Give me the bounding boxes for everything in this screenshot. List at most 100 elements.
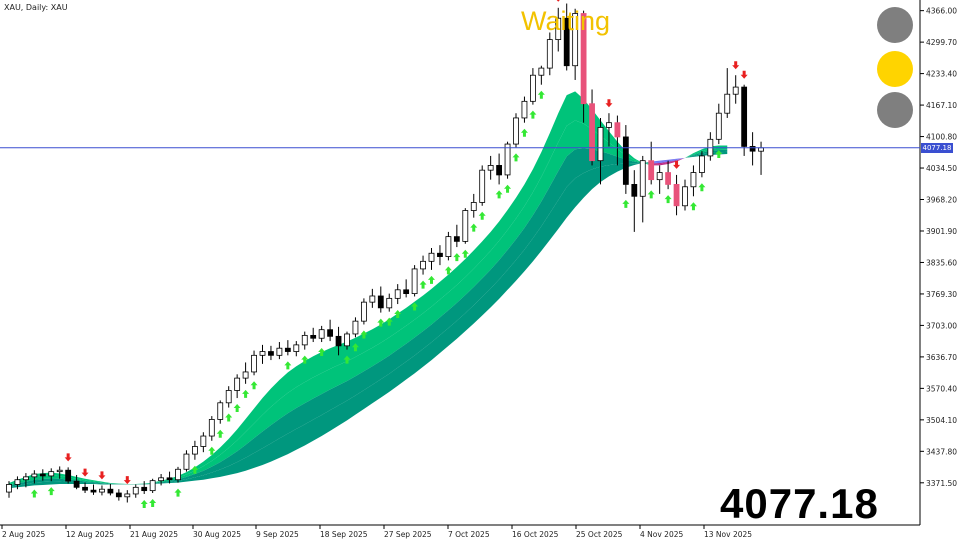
ribbon-band: [651, 157, 685, 163]
candle: [369, 288, 376, 308]
candle-body: [741, 86, 748, 147]
candle: [555, 7, 562, 52]
candle: [217, 400, 224, 424]
buy-arrow: [512, 153, 520, 162]
buy-arrow: [233, 404, 241, 413]
buy-arrow: [343, 355, 351, 364]
candle: [335, 326, 342, 356]
candle-body: [437, 252, 443, 257]
buy-arrow: [216, 429, 224, 438]
candle: [73, 474, 80, 490]
candle: [420, 255, 426, 275]
candle-body: [682, 186, 688, 207]
candle: [344, 331, 350, 350]
candle-body: [208, 419, 215, 437]
y-tick-label: 3371.50: [926, 479, 957, 488]
x-tick-label: 4 Nov 2025: [640, 530, 683, 539]
status-light-bottom: [877, 92, 913, 128]
candle-body: [597, 127, 604, 162]
candle: [462, 208, 469, 244]
buy-arrow: [647, 190, 655, 199]
sell-arrow: [740, 70, 748, 79]
buy-arrow: [191, 465, 199, 474]
x-tick-label: 9 Sep 2025: [256, 530, 299, 539]
candle: [149, 478, 156, 494]
candle-body: [259, 351, 266, 356]
candle-body: [715, 112, 722, 140]
y-tick-label: 3570.40: [926, 384, 957, 393]
buy-arrow: [622, 199, 630, 208]
candle-body: [301, 334, 308, 346]
candle: [597, 117, 604, 185]
candle-body: [546, 39, 553, 69]
ribbon-band: [685, 147, 728, 158]
candle: [682, 179, 688, 211]
candle: [699, 151, 705, 178]
buy-arrow: [351, 343, 359, 352]
candle-body: [614, 122, 621, 138]
candle: [166, 471, 173, 484]
candle: [580, 10, 587, 123]
x-axis: 2 Aug 2025 12 Aug 2025 21 Aug 2025 30 Aug 2…: [1, 525, 752, 539]
candle-body: [268, 351, 274, 356]
candle: [715, 103, 722, 145]
buy-arrow: [504, 184, 512, 193]
y-tick-label: 4233.40: [926, 70, 957, 79]
ribbon-band: [651, 157, 685, 164]
x-tick-label: 21 Aug 2025: [130, 530, 178, 539]
candle-body: [403, 289, 410, 295]
y-tick-label: 3636.70: [926, 353, 957, 362]
buy-arrow: [495, 190, 503, 199]
buy-arrow: [318, 348, 326, 357]
status-light-middle: [877, 51, 913, 87]
buy-arrow: [140, 499, 148, 508]
candle: [394, 284, 401, 305]
candle-body: [327, 329, 334, 337]
candle: [234, 374, 241, 399]
current-price-tag: 4077.18: [921, 142, 953, 153]
candle: [65, 467, 72, 484]
buy-arrow: [377, 318, 385, 327]
candle-body: [318, 329, 325, 339]
y-tick-label: 3437.80: [926, 447, 957, 456]
buy-arrow: [360, 330, 368, 339]
candle-body: [115, 492, 122, 498]
candle-body: [124, 493, 131, 498]
candle: [741, 84, 748, 156]
candle-body: [453, 236, 460, 242]
buy-arrow: [149, 499, 157, 508]
candle: [572, 8, 579, 80]
candle: [99, 485, 105, 496]
candle: [191, 440, 198, 460]
candle: [39, 469, 46, 481]
candle: [403, 279, 410, 298]
candle: [673, 174, 680, 216]
candle-body: [293, 344, 300, 352]
candle-body: [589, 103, 595, 162]
y-tick-label: 3703.00: [926, 321, 957, 330]
buy-arrow: [242, 389, 250, 398]
candle-body: [14, 479, 21, 485]
candle-body: [99, 488, 105, 493]
candle: [648, 141, 655, 185]
candle-body: [352, 320, 359, 335]
candle-body: [369, 295, 376, 303]
candle: [107, 483, 114, 496]
x-tick-label: 30 Aug 2025: [193, 530, 241, 539]
y-tick-label: 3901.90: [926, 227, 957, 236]
buy-arrow: [537, 90, 545, 99]
candle-body: [411, 268, 418, 295]
candle-body: [251, 354, 257, 373]
candle: [360, 298, 367, 325]
candle: [732, 75, 739, 104]
candle: [310, 327, 317, 343]
candle: [513, 113, 519, 148]
y-tick-label: 4366.00: [926, 7, 957, 16]
candle-body: [563, 17, 570, 67]
candle-body: [386, 297, 393, 309]
candle: [158, 474, 165, 486]
candle: [614, 115, 621, 166]
buy-arrow: [250, 381, 258, 390]
candle-body: [73, 480, 80, 488]
